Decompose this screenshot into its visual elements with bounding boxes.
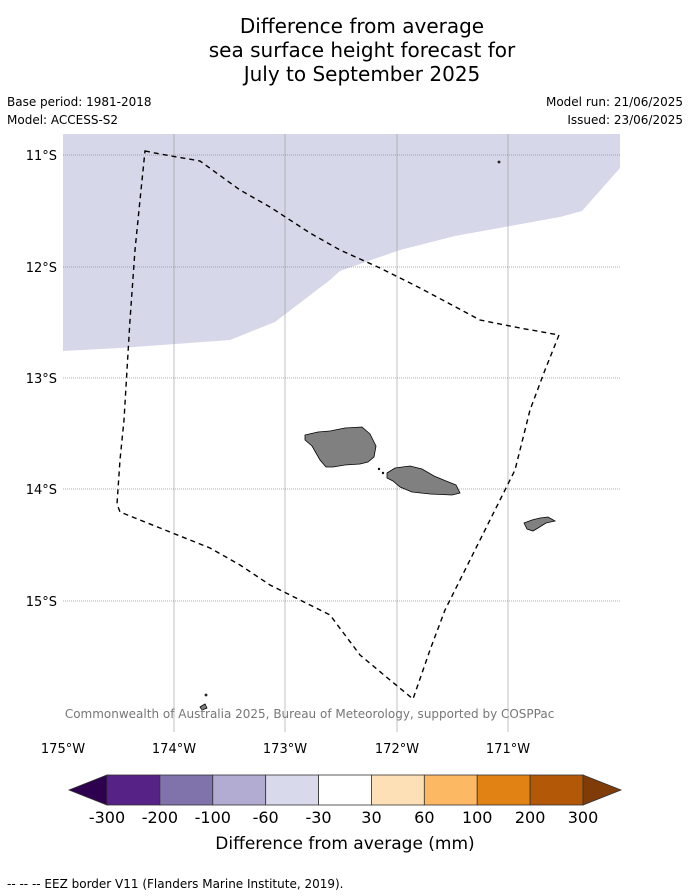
- colorbar-segment: [212, 774, 267, 806]
- copyright-text: © Commonwealth of Australia 2025, Bureau…: [49, 707, 554, 721]
- colorbar-tick-label: -200: [141, 808, 179, 827]
- colorbar-segment: [106, 774, 161, 806]
- manono-islet: [381, 471, 385, 475]
- lon-label-172w: 172°W: [375, 742, 419, 757]
- lat-label-14s: 14°S: [26, 483, 57, 498]
- lon-label-174w: 174°W: [152, 742, 196, 757]
- map-area: © Commonwealth of Australia 2025, Bureau…: [49, 134, 620, 732]
- eez-border: [116, 150, 560, 701]
- eez-legend: -- -- -- EEZ border V11 (Flanders Marine…: [7, 877, 344, 891]
- gridlines: [173, 134, 509, 732]
- colorbar-tick-label: 200: [514, 808, 546, 827]
- colorbar-tick-labels: -300 -200 -100 -60 -30 30 60 100 200 300: [0, 808, 690, 828]
- base-period-label: Base period: 1981-2018: [7, 95, 152, 109]
- colorbar-segment: [265, 774, 319, 806]
- rose-atoll: [199, 703, 208, 711]
- colorbar-tick-label: -60: [252, 808, 279, 827]
- colorbar-tick-label: 30: [361, 808, 382, 827]
- colorbar-tick-label: -100: [194, 808, 231, 827]
- upolu-island: [386, 465, 461, 496]
- colorbar-arrow-low: [67, 774, 108, 806]
- colorbar-segment: [529, 774, 584, 806]
- colorbar-tick-label: -300: [88, 808, 126, 827]
- title-line-1: Difference from average: [239, 14, 485, 38]
- small-islet-2: [204, 693, 208, 697]
- title-line-3: July to September 2025: [243, 62, 481, 86]
- lon-labels: 175°W 174°W 173°W 172°W 171°W: [41, 742, 530, 757]
- colorbar-segment: [159, 774, 214, 806]
- lat-label-12s: 12°S: [26, 261, 57, 276]
- anomaly-region: [63, 134, 620, 351]
- colorbar: [67, 774, 623, 806]
- colorbar-tick-label: 100: [461, 808, 493, 827]
- lat-label-15s: 15°S: [26, 595, 57, 610]
- colorbar-tick-label: 300: [567, 808, 599, 827]
- colorbar-tick-label: 60: [414, 808, 435, 827]
- lat-label-13s: 13°S: [26, 372, 57, 387]
- tutuila-island: [523, 516, 557, 532]
- colorbar-segment: [476, 774, 531, 806]
- apolima-islet: [377, 467, 381, 471]
- chart-title: Difference from average sea surface heig…: [0, 14, 690, 86]
- colorbar-title: Difference from average (mm): [215, 834, 475, 854]
- model-label: Model: ACCESS-S2: [7, 113, 119, 127]
- colorbar-segment: [318, 774, 372, 806]
- savaii-island: [304, 426, 377, 468]
- colorbar-segment: [371, 774, 425, 806]
- title-line-2: sea surface height forecast for: [208, 38, 516, 62]
- lon-label-173w: 173°W: [263, 742, 307, 757]
- colorbar-tick-label: -30: [305, 808, 332, 827]
- land: [199, 160, 557, 711]
- colorbar-segment: [423, 774, 478, 806]
- small-islet: [497, 160, 501, 164]
- colorbar-arrow-high: [582, 774, 623, 806]
- lon-label-175w: 175°W: [41, 742, 85, 757]
- model-run-label: Model run: 21/06/2025: [545, 95, 683, 109]
- lat-label-11s: 11°S: [26, 149, 57, 164]
- issued-label: Issued: 23/06/2025: [567, 113, 683, 127]
- lon-label-171w: 171°W: [486, 742, 530, 757]
- lat-labels: 11°S 12°S 13°S 14°S 15°S: [26, 149, 57, 610]
- lat-gridlines: [63, 154, 620, 602]
